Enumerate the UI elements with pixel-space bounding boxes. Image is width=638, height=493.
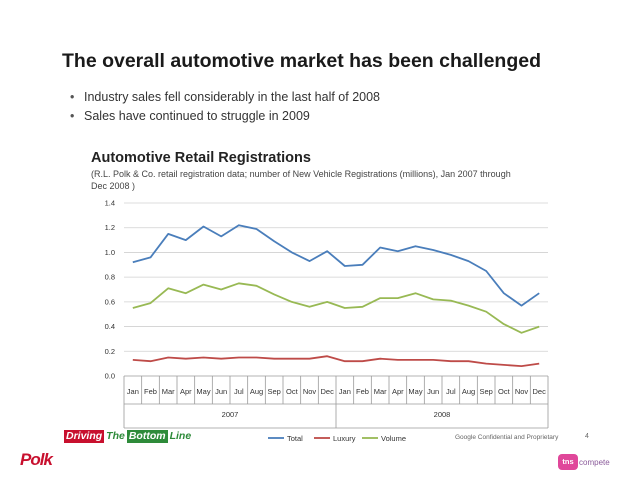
y-tick-label: 1.4 (105, 199, 115, 208)
logo-word: Bottom (126, 430, 168, 443)
year-label: 2007 (222, 410, 239, 419)
x-tick-label: Oct (286, 387, 299, 396)
tns-badge: tns (558, 454, 578, 470)
x-tick-label: Jul (234, 387, 244, 396)
x-tick-label: Apr (180, 387, 192, 396)
x-tick-label: Dec (320, 387, 334, 396)
y-tick-label: 0.0 (105, 372, 115, 381)
y-tick-label: 1.2 (105, 223, 115, 232)
x-tick-label: May (408, 387, 422, 396)
x-tick-label: Nov (515, 387, 529, 396)
chart-subtitle: (R.L. Polk & Co. retail registration dat… (91, 169, 511, 191)
x-tick-label: Apr (392, 387, 404, 396)
x-tick-label: Sep (267, 387, 280, 396)
logo-word: Driving (64, 430, 105, 443)
year-label: 2008 (434, 410, 451, 419)
bullet-item: Industry sales fell considerably in the … (70, 88, 380, 107)
series-line-total (132, 224, 540, 307)
legend-label: Total (287, 434, 303, 443)
logo-word: Line (167, 430, 194, 443)
series-line-luxury (132, 355, 540, 368)
tns-text: compete (579, 457, 610, 467)
x-tick-label: Jun (427, 387, 439, 396)
x-tick-label: Aug (250, 387, 263, 396)
y-tick-label: 0.2 (105, 347, 115, 356)
x-tick-label: Dec (532, 387, 546, 396)
x-tick-label: Mar (162, 387, 175, 396)
series-line-volume (132, 282, 540, 334)
y-tick-label: 0.6 (105, 297, 115, 306)
legend-label: Luxury (333, 434, 356, 443)
page-number: 4 (585, 433, 589, 440)
bullet-list: Industry sales fell considerably in the … (70, 88, 380, 126)
x-tick-label: Mar (374, 387, 387, 396)
x-tick-label: Jan (127, 387, 139, 396)
logo-word: The (104, 430, 127, 443)
confidential-notice: Google Confidential and Proprietary (455, 434, 559, 441)
x-tick-label: Sep (479, 387, 492, 396)
y-tick-label: 1.0 (105, 248, 115, 257)
x-tick-label: Oct (498, 387, 511, 396)
chart-title: Automotive Retail Registrations (91, 150, 311, 166)
tns-compete-logo: tns compete (558, 454, 610, 470)
x-tick-label: Jan (339, 387, 351, 396)
driving-the-bottom-line-logo: Driving The Bottom Line (64, 430, 194, 443)
x-tick-label: Feb (144, 387, 157, 396)
x-tick-label: Jul (446, 387, 456, 396)
polk-logo: Polk (20, 450, 53, 469)
x-tick-label: May (196, 387, 210, 396)
x-tick-label: Feb (356, 387, 369, 396)
y-tick-label: 0.8 (105, 273, 115, 282)
x-tick-label: Nov (303, 387, 317, 396)
bullet-item: Sales have continued to struggle in 2009 (70, 107, 380, 126)
x-tick-label: Jun (215, 387, 227, 396)
x-tick-label: Aug (462, 387, 475, 396)
legend-label: Volume (381, 434, 406, 443)
y-tick-label: 0.4 (105, 322, 115, 331)
slide-title: The overall automotive market has been c… (62, 50, 541, 72)
